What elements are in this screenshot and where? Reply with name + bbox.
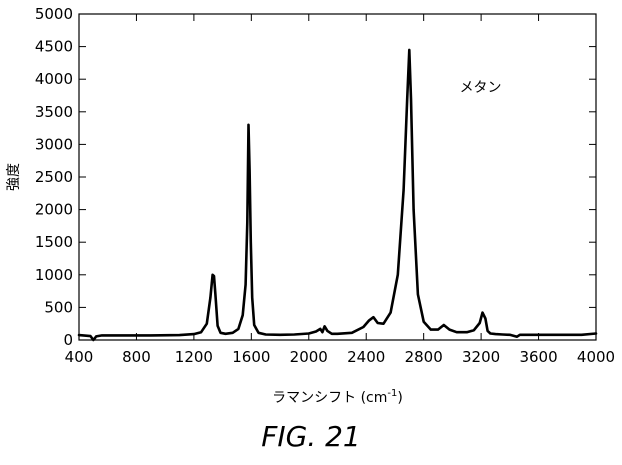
y-tick-label: 2000: [35, 201, 73, 219]
axis-ticks: 400 800 1200 1600 2000 2400 2800 3200 3600 4000 0 5…: [35, 5, 615, 366]
x-tick-label: 4000: [577, 348, 615, 366]
y-tick-label: 500: [44, 298, 73, 316]
x-tick-label: 800: [122, 348, 151, 366]
x-tick-label: 3600: [519, 348, 557, 366]
x-axis-label-sup: -1: [387, 388, 397, 399]
x-tick-label: 1200: [175, 348, 213, 366]
x-axis-label-main: ラマンシフト (cm: [272, 390, 387, 406]
data-layer: [77, 48, 598, 342]
y-tick-label: 3500: [35, 103, 73, 121]
raman-spectrum-chart: 400 800 1200 1600 2000 2400 2800 3200 3600 4000 0 5…: [6, 5, 615, 406]
x-tick-label: 1600: [232, 348, 270, 366]
y-tick-label: 0: [63, 331, 73, 349]
annotation-methane: メタン: [460, 80, 502, 96]
y-tick-label: 1500: [35, 233, 73, 251]
x-tick-label: 2400: [347, 348, 385, 366]
x-tick-label: 3200: [462, 348, 500, 366]
y-tick-label: 5000: [35, 5, 73, 23]
x-tick-label: 400: [65, 348, 94, 366]
plot-frame: [78, 13, 597, 341]
spectrum-line: [77, 48, 598, 342]
x-axis-label-tail: ): [397, 390, 402, 406]
plot-area: [78, 13, 597, 341]
figure-caption: FIG. 21: [261, 420, 361, 453]
x-tick-label: 2800: [405, 348, 443, 366]
y-tick-label: 2500: [35, 168, 73, 186]
y-tick-label: 1000: [35, 266, 73, 284]
x-axis-label: ラマンシフト (cm-1): [272, 388, 403, 406]
y-axis-label: 強度: [6, 163, 22, 191]
y-tick-label: 3000: [35, 135, 73, 153]
x-tick-label: 2000: [290, 348, 328, 366]
y-tick-label: 4000: [35, 70, 73, 88]
y-tick-label: 4500: [35, 38, 73, 56]
